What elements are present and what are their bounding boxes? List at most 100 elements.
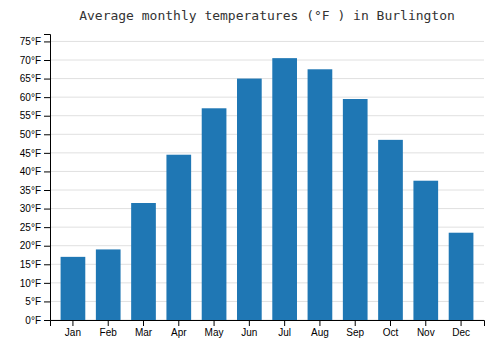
bar [378, 140, 403, 320]
chart: 0°F 5°F 10°F 15°F 20°F 25°F 30°F 35°F 40°F 45°F 50… [0, 0, 500, 350]
y-tick-label: 25°F [20, 222, 41, 233]
x-axis: JanFebMarAprMayJunJulAugSepOctNovDec [51, 320, 485, 338]
x-tick-label: Oct [383, 327, 399, 338]
y-tick: 25°F [20, 222, 50, 233]
bar [272, 58, 297, 320]
y-tick-mark [44, 246, 50, 247]
grid-line [50, 41, 484, 42]
y-tick-mark [44, 283, 50, 284]
y-tick-label: 60°F [20, 92, 41, 103]
bar [343, 99, 368, 320]
y-tick: 45°F [20, 148, 50, 159]
y-tick: 5°F [25, 296, 50, 307]
x-tick-label: Jul [278, 327, 291, 338]
x-tick-label: Jun [241, 327, 257, 338]
y-tick: 70°F [20, 55, 50, 66]
x-tick: Jul [278, 320, 291, 338]
x-tick: Nov [417, 320, 435, 338]
y-tick-label: 35°F [20, 185, 41, 196]
bar [131, 203, 156, 320]
y-tick-mark [44, 153, 50, 154]
y-tick: 10°F [20, 278, 50, 289]
y-tick-label: 15°F [20, 259, 41, 270]
x-tick: Mar [135, 320, 153, 338]
y-tick-mark [44, 60, 50, 61]
x-axis-line [51, 321, 485, 327]
y-tick-mark [44, 116, 50, 117]
y-tick-label: 45°F [20, 148, 41, 159]
x-tick-label: Jan [65, 327, 81, 338]
y-tick-mark [44, 190, 50, 191]
grid [50, 41, 484, 320]
y-tick: 40°F [20, 166, 50, 177]
y-tick: 75°F [20, 36, 50, 47]
bar [237, 79, 262, 320]
y-tick: 15°F [20, 259, 50, 270]
bars [61, 58, 474, 320]
y-tick-mark [44, 227, 50, 228]
plot: 0°F 5°F 10°F 15°F 20°F 25°F 30°F 35°F 40°F 45°F 50… [20, 35, 485, 339]
y-tick-mark [44, 320, 50, 321]
y-tick-mark [44, 264, 50, 265]
x-tick-mark [284, 320, 285, 326]
x-tick-mark [355, 320, 356, 326]
bar [166, 155, 191, 320]
x-tick: Sep [346, 320, 364, 338]
y-tick-mark [44, 301, 50, 302]
bar [449, 233, 474, 320]
x-tick-label: Aug [311, 327, 329, 338]
y-tick: 60°F [20, 92, 50, 103]
x-tick-label: Feb [100, 327, 118, 338]
x-tick-label: Apr [171, 327, 187, 338]
y-axis-line [44, 35, 51, 321]
x-tick-mark [461, 320, 462, 326]
bar [61, 257, 86, 320]
x-tick-label: May [205, 327, 224, 338]
x-tick: Feb [100, 320, 118, 338]
y-tick-mark [44, 134, 50, 135]
y-tick-label: 75°F [20, 36, 41, 47]
x-tick-label: Mar [135, 327, 153, 338]
y-tick: 0°F [25, 315, 50, 326]
y-tick-label: 0°F [25, 315, 41, 326]
grid-line [50, 97, 484, 98]
x-tick-mark [214, 320, 215, 326]
y-tick: 50°F [20, 129, 50, 140]
grid-line [50, 171, 484, 172]
x-tick: Jan [65, 320, 81, 338]
bar [413, 181, 438, 320]
x-tick: May [205, 320, 224, 338]
title: Average monthly temperatures (°F ) in Bu… [79, 8, 455, 23]
y-tick: 65°F [20, 73, 50, 84]
y-tick-label: 20°F [20, 240, 41, 251]
x-tick-mark [178, 320, 179, 326]
x-tick: Aug [311, 320, 329, 338]
x-tick-mark [425, 320, 426, 326]
y-tick-label: 5°F [25, 296, 41, 307]
x-tick: Apr [171, 320, 187, 338]
bar [96, 249, 121, 320]
y-tick-label: 10°F [20, 278, 41, 289]
y-tick-mark [44, 97, 50, 98]
y-tick-mark [44, 171, 50, 172]
grid-line [50, 134, 484, 135]
y-tick: 55°F [20, 110, 50, 121]
y-tick-label: 40°F [20, 166, 41, 177]
y-tick-label: 30°F [20, 203, 41, 214]
grid-line [50, 115, 484, 116]
y-tick-mark [44, 79, 50, 80]
grid-line [50, 60, 484, 61]
y-axis: 0°F 5°F 10°F 15°F 20°F 25°F 30°F 35°F 40°F 45°F 50… [20, 35, 51, 326]
x-tick-label: Nov [417, 327, 435, 338]
y-tick-label: 50°F [20, 129, 41, 140]
y-tick-mark [44, 209, 50, 210]
grid-line [50, 78, 484, 79]
x-tick-mark [72, 320, 73, 326]
x-tick-mark [108, 320, 109, 326]
y-tick-label: 65°F [20, 73, 41, 84]
grid-line [50, 152, 484, 153]
x-tick-mark [390, 320, 391, 326]
bar [308, 69, 333, 320]
y-tick: 30°F [20, 203, 50, 214]
y-tick-label: 70°F [20, 55, 41, 66]
